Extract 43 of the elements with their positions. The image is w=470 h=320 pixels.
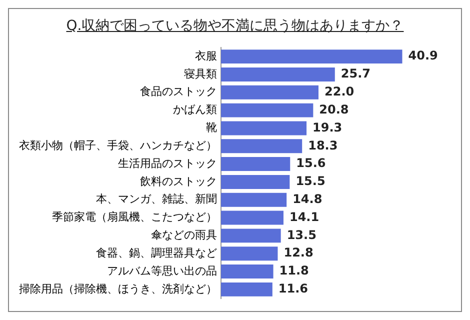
bar [221,210,284,225]
data-label: 18.3 [308,138,338,152]
y-tick-label: 寝具類 [184,67,217,80]
data-label: 20.8 [319,102,349,116]
data-label: 14.8 [292,192,322,206]
bar [221,174,290,189]
y-tick-label: 衣類小物（帽子、手袋、ハンカチなど） [19,138,217,152]
y-tick-label: かばん類 [173,103,217,116]
y-tick-label: 掃除用品（掃除機、ほうき、洗剤など） [19,282,217,296]
bar [221,139,302,154]
data-label: 14.1 [289,210,320,224]
data-label: 25.7 [340,66,370,81]
bar [221,282,272,296]
y-tick-label: 生活用品のストック [118,156,217,170]
data-label: 19.3 [312,120,342,134]
bar [221,121,307,136]
y-tick-label: 本、マンガ、雑誌、新聞 [96,192,217,206]
chart-title: Q.収納で困っている物や不満に思う物はありますか？ [66,18,404,34]
bar [221,157,290,172]
data-label: 12.8 [284,246,314,260]
y-tick-label: 衣服 [195,49,217,62]
y-tick-label: 傘などの雨具 [151,228,217,242]
data-label: 11.8 [279,264,309,278]
bar [221,246,278,261]
bar [221,228,281,243]
bar [221,103,314,118]
bar [221,85,318,100]
bar [221,67,335,82]
data-label: 22.0 [324,84,354,99]
y-tick-label: 食品のストック [140,85,217,98]
y-tick-label: 飲料のストック [140,174,217,188]
bar [221,264,274,279]
data-label: 15.6 [296,156,326,170]
y-tick-label: 季節家電（扇風機、こたつなど） [52,210,217,224]
data-label: 15.5 [296,174,326,188]
bar [221,192,287,207]
y-tick-label: 食器、鍋、調理器具など [96,246,217,260]
data-label: 11.6 [278,282,308,296]
data-label: 40.9 [408,48,438,63]
y-tick-label: 靴 [206,121,217,134]
y-tick-label: アルバム等思い出の品 [107,264,217,278]
bar [221,50,402,64]
data-label: 13.5 [286,228,316,242]
